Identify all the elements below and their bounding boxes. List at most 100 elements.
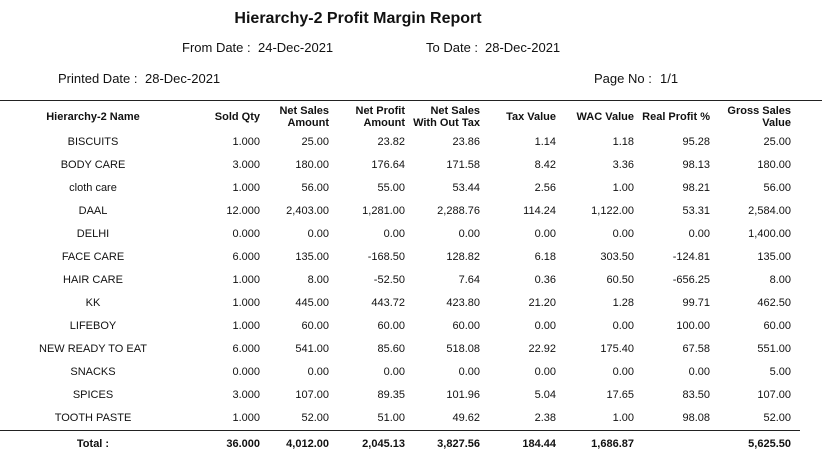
to-label: To Date : (426, 40, 479, 55)
cell: 98.13 (682, 158, 710, 171)
cell: 0.00 (458, 227, 480, 240)
cell: 2.38 (534, 411, 556, 424)
total-cell: 3,827.56 (437, 437, 480, 450)
cell: 23.86 (452, 135, 480, 148)
cell: 1.14 (534, 135, 556, 148)
total-cell: 36.000 (226, 437, 260, 450)
cell: 114.24 (523, 204, 556, 217)
cell: 0.000 (232, 227, 260, 240)
column-header: WAC Value (576, 110, 634, 123)
cell: 180.00 (757, 158, 791, 171)
cell: 98.08 (682, 411, 710, 424)
row-name: LIFEBOY (69, 319, 117, 332)
cell: 175.40 (600, 342, 634, 355)
cell: 176.64 (371, 158, 405, 171)
printed-label: Printed Date : (58, 71, 138, 86)
row-name: HAIR CARE (63, 273, 123, 286)
page-label: Page No : (594, 71, 652, 86)
cell: 67.58 (682, 342, 710, 355)
total-rule (0, 430, 800, 431)
cell: 0.00 (534, 227, 556, 240)
cell: 51.00 (377, 411, 405, 424)
row-name: DELHI (76, 227, 110, 240)
cell: -168.50 (367, 250, 405, 263)
cell: 1.000 (232, 319, 260, 332)
cell: 95.28 (682, 135, 710, 148)
column-header: Value (762, 116, 791, 129)
row-name: BODY CARE (60, 158, 126, 171)
cell: 0.00 (612, 227, 634, 240)
cell: 1.000 (232, 411, 260, 424)
top-rule (0, 100, 822, 101)
column-header: Amount (287, 116, 329, 129)
cell: 49.62 (452, 411, 480, 424)
column-header: Net Sales (279, 104, 329, 117)
cell: 8.00 (307, 273, 329, 286)
cell: 8.00 (769, 273, 791, 286)
cell: 0.00 (688, 227, 710, 240)
cell: 60.00 (377, 319, 405, 332)
cell: 1.00 (612, 411, 634, 424)
cell: 99.71 (682, 296, 710, 309)
cell: 3.000 (232, 158, 260, 171)
cell: 2,584.00 (748, 204, 791, 217)
cell: 3.36 (612, 158, 634, 171)
cell: 2,288.76 (437, 204, 480, 217)
row-name: BISCUITS (67, 135, 119, 148)
cell: 462.50 (757, 296, 791, 309)
cell: 1.18 (612, 135, 634, 148)
row-name: NEW READY TO EAT (39, 342, 147, 355)
cell: 5.04 (534, 388, 556, 401)
cell: 541.00 (295, 342, 329, 355)
cell: 0.00 (534, 319, 556, 332)
column-header: Hierarchy-2 Name (46, 110, 140, 123)
cell: 98.21 (682, 181, 710, 194)
cell: 25.00 (301, 135, 329, 148)
cell: 1.000 (232, 273, 260, 286)
cell: 89.35 (377, 388, 405, 401)
cell: 2.56 (534, 181, 556, 194)
cell: 56.00 (763, 181, 791, 194)
report-title: Hierarchy-2 Profit Margin Report (234, 10, 482, 27)
column-header: Gross Sales (727, 104, 791, 117)
column-header: Tax Value (506, 110, 556, 123)
cell: 23.82 (377, 135, 405, 148)
row-name: cloth care (69, 181, 117, 194)
total-cell: 4,012.00 (286, 437, 329, 450)
cell: 0.00 (458, 365, 480, 378)
column-header: Net Profit (355, 104, 406, 117)
cell: 17.65 (606, 388, 634, 401)
cell: 60.00 (301, 319, 329, 332)
from-label: From Date : (182, 40, 251, 55)
cell: 3.000 (232, 388, 260, 401)
cell: 22.92 (528, 342, 556, 355)
cell: 135.00 (757, 250, 791, 263)
total-cell: 2,045.13 (362, 437, 405, 450)
cell: 5.00 (769, 365, 791, 378)
cell: -124.81 (672, 250, 710, 263)
cell: 8.42 (534, 158, 556, 171)
cell: 0.000 (232, 365, 260, 378)
cell: 0.00 (383, 365, 405, 378)
row-name: TOOTH PASTE (54, 411, 132, 424)
cell: -52.50 (373, 273, 405, 286)
cell: 53.44 (452, 181, 480, 194)
cell: 0.00 (383, 227, 405, 240)
cell: 52.00 (763, 411, 791, 424)
cell: 101.96 (446, 388, 480, 401)
cell: 0.36 (534, 273, 556, 286)
row-name: KK (85, 296, 101, 309)
total-cell: Total : (76, 437, 110, 450)
cell: 1.000 (232, 296, 260, 309)
cell: 2,403.00 (286, 204, 329, 217)
column-header: Net Sales (430, 104, 480, 117)
to-date: 28-Dec-2021 (485, 40, 561, 55)
cell: 56.00 (301, 181, 329, 194)
cell: 7.64 (458, 273, 480, 286)
total-cell: 184.44 (522, 437, 556, 450)
cell: 135.00 (295, 250, 329, 263)
cell: 303.50 (600, 250, 634, 263)
cell: 1,122.00 (591, 204, 634, 217)
total-cell: 5,625.50 (748, 437, 791, 450)
